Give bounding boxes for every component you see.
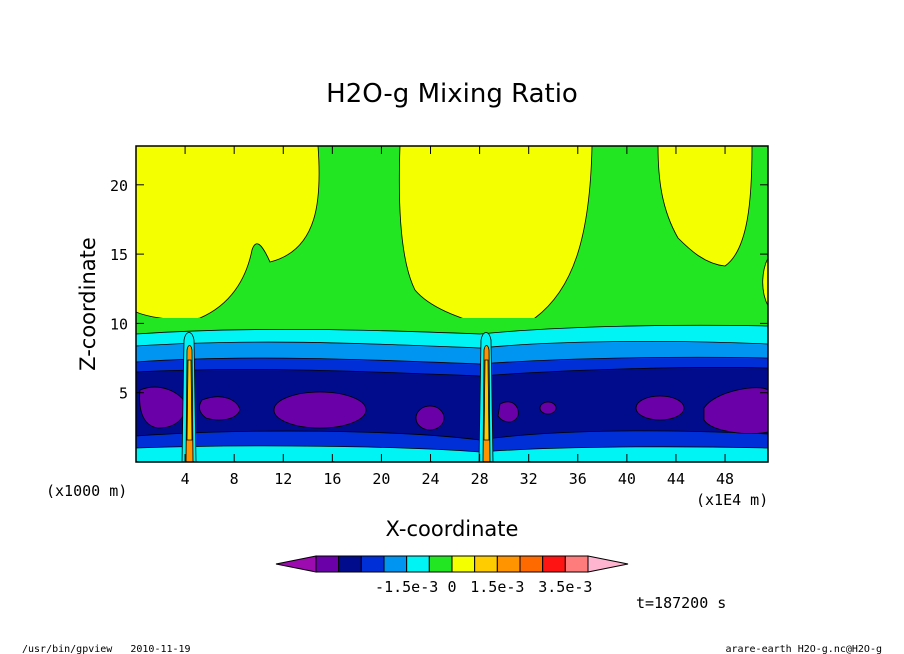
y-unit-label: (x1000 m) — [46, 482, 127, 500]
y-axis-label: Z-coordinate — [76, 237, 100, 371]
colorbar — [275, 555, 629, 573]
x-axis-ticks: 4 8 12 16 20 24 28 32 36 40 44 48 — [181, 146, 734, 488]
colorbar-swatch — [428, 555, 453, 573]
contour-tower-x28 — [478, 332, 494, 462]
x-tick-label: 48 — [716, 470, 734, 488]
y-tick-label: 5 — [119, 385, 128, 403]
colorbar-swatch — [360, 555, 385, 573]
x-tick-label: 20 — [372, 470, 390, 488]
colorbar-swatch — [519, 555, 544, 573]
plot-frame — [135, 145, 769, 463]
colorbar-swatch — [474, 555, 498, 573]
colorbar-label: -1.5e-3 — [375, 578, 438, 596]
colorbar-swatch — [315, 555, 340, 573]
colorbar-label: 3.5e-3 — [538, 578, 592, 596]
contour-field — [136, 146, 768, 462]
colorbar-min-triangle — [275, 555, 317, 573]
chart-title: H2O-g Mixing Ratio — [326, 79, 578, 109]
footer-left: /usr/bin/gpview 2010-11-19 — [22, 644, 191, 654]
x-tick-label: 36 — [569, 470, 587, 488]
x-tick-label: 40 — [618, 470, 636, 488]
y-tick-label: 10 — [110, 315, 128, 333]
colorbar-swatch — [496, 555, 521, 573]
colorbar-swatch — [451, 555, 476, 573]
contour-tower-x4 — [181, 332, 197, 462]
x-tick-label: 16 — [323, 470, 341, 488]
colorbar-label: 1.5e-3 — [470, 578, 524, 596]
contour-yellow-region — [657, 146, 753, 267]
x-tick-label: 24 — [421, 470, 439, 488]
footer-right: arare-earth_H2O-g.nc@H2O-g — [725, 644, 882, 654]
x-tick-label: 12 — [274, 470, 292, 488]
contour-purple-minima — [139, 386, 768, 434]
y-tick-label: 20 — [110, 177, 128, 195]
y-tick-label: 15 — [110, 246, 128, 264]
colorbar-swatch — [338, 555, 362, 573]
x-tick-label: 4 — [181, 470, 190, 488]
x-tick-label: 8 — [230, 470, 239, 488]
y-axis-ticks: 5 10 15 20 — [110, 177, 768, 403]
x-tick-label: 44 — [667, 470, 685, 488]
colorbar-max-triangle — [587, 555, 629, 573]
colorbar-labels: -1.5e-3 0 1.5e-3 3.5e-3 — [375, 578, 592, 596]
x-unit-label: (x1E4 m) — [696, 491, 768, 509]
x-tick-label: 32 — [520, 470, 538, 488]
x-tick-label: 28 — [471, 470, 489, 488]
colorbar-label: 0 — [447, 578, 456, 596]
colorbar-swatch — [406, 555, 430, 573]
x-axis-label: X-coordinate — [386, 517, 519, 541]
colorbar-swatch — [383, 555, 408, 573]
timestamp-label: t=187200 s — [636, 594, 726, 612]
colorbar-swatch — [542, 555, 566, 573]
colorbar-swatch — [564, 555, 589, 573]
